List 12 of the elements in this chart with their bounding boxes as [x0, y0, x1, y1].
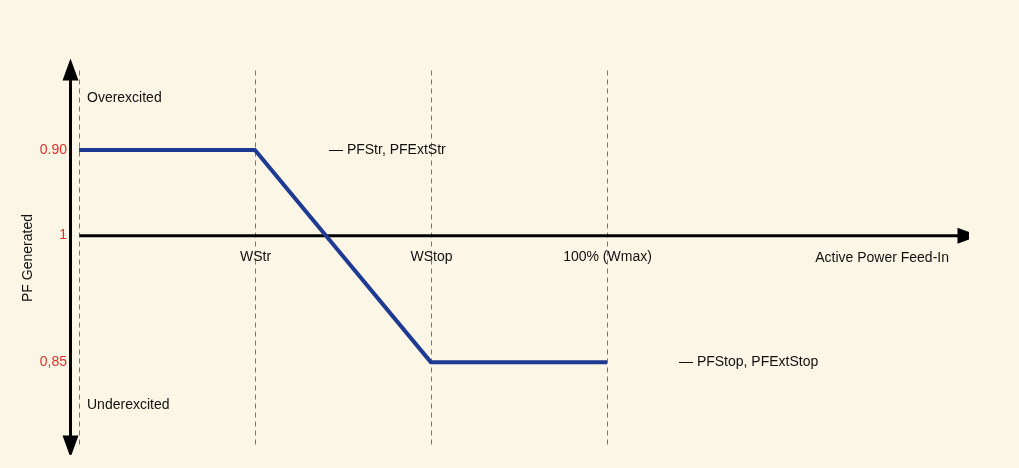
x-tick-label: WStr: [239, 247, 272, 264]
annotation: 0.90: [39, 141, 68, 157]
x-tick-label: WStop: [410, 247, 453, 264]
x-tick-label: 100% (Wmax): [563, 247, 652, 264]
annotation: — PFStop, PFExtStop: [679, 353, 819, 369]
text: Underexcited: [87, 396, 170, 412]
annotation: 0,85: [39, 353, 68, 369]
annotation: 1: [59, 226, 68, 242]
text: Overexcited: [87, 89, 162, 105]
y-axis-title: PF Generated: [18, 214, 35, 302]
text: Active Power Feed-In: [815, 249, 949, 265]
annotation: — PFStr, PFExtStr: [329, 141, 447, 157]
